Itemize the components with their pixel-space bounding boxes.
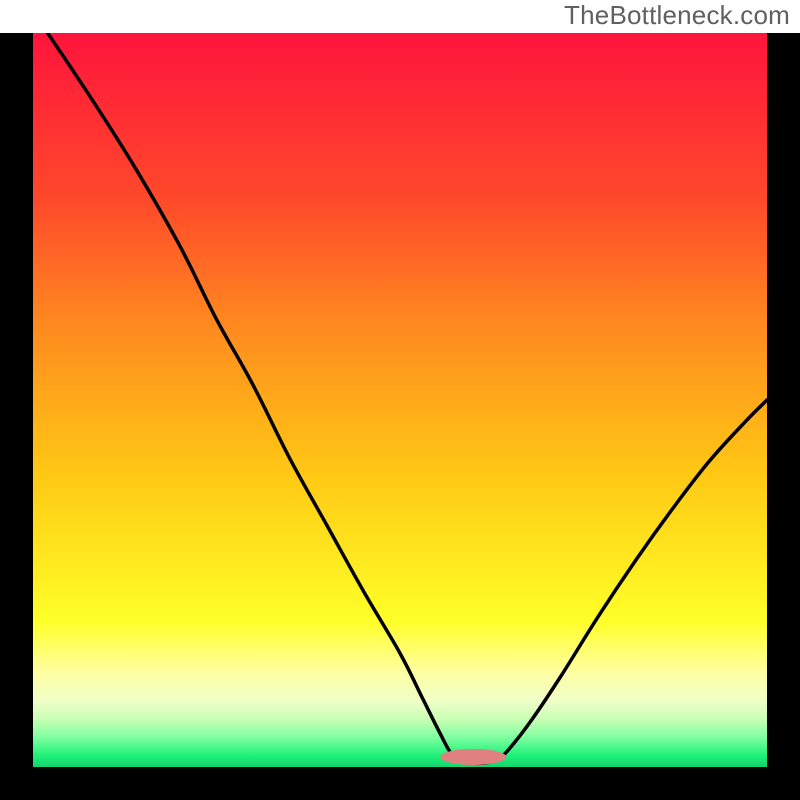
chart-svg [0,33,800,800]
attribution-text: TheBottleneck.com [564,0,790,31]
bottleneck-chart [0,33,800,800]
